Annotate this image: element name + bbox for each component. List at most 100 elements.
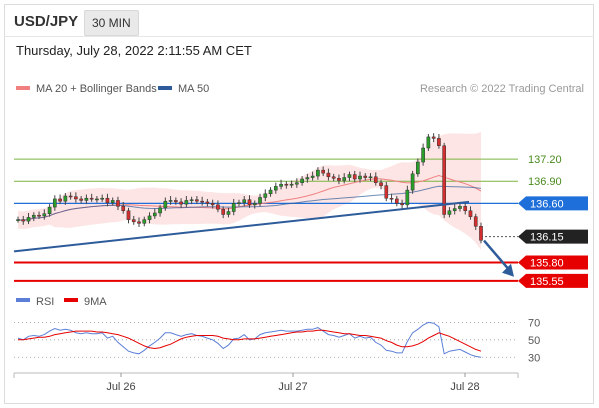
candle-53 — [295, 178, 299, 188]
candle-body-82 — [447, 210, 452, 215]
candle-46 — [258, 193, 262, 207]
candle-body-57 — [316, 169, 320, 177]
candle-body-79 — [431, 136, 436, 139]
candle-body-45 — [252, 203, 257, 206]
timeframe-button[interactable]: 30 MIN — [84, 10, 139, 36]
candle-84 — [458, 203, 462, 212]
resistance-label-0: 137.20 — [528, 154, 562, 166]
candle-body-77 — [421, 147, 425, 163]
x-axis: Jul 26 Jul 27 Jul 28 — [13, 373, 519, 393]
candle-body-18 — [110, 200, 115, 203]
candle-body-27 — [158, 207, 162, 214]
candle-40 — [226, 207, 231, 218]
candle-30 — [174, 197, 178, 205]
legend-swatch-ma20 — [16, 86, 30, 90]
price-tags: 137.20 136.90 136.60 136.15 135.80 135.55 — [518, 154, 588, 288]
last-price-label: 136.15 — [530, 232, 564, 244]
candle-57 — [316, 167, 320, 180]
candle-body-5 — [42, 213, 47, 217]
candle-17 — [105, 193, 110, 207]
header-divider — [4, 36, 594, 37]
candle-body-78 — [426, 136, 431, 149]
candle-86 — [468, 206, 473, 220]
candle-body-72 — [394, 198, 399, 204]
candle-body-20 — [121, 206, 126, 212]
candle-body-44 — [247, 199, 252, 206]
candle-54 — [300, 176, 304, 186]
candle-body-19 — [116, 200, 120, 207]
candle-body-9 — [63, 195, 68, 202]
candle-12 — [79, 196, 83, 204]
legend-swatch-ma50 — [158, 86, 172, 90]
candle-28 — [163, 197, 168, 211]
candle-21 — [126, 207, 131, 224]
candle-79 — [431, 133, 436, 143]
candle-25 — [147, 212, 152, 224]
candle-78 — [426, 133, 431, 151]
rsi-ma9-line — [18, 329, 482, 352]
candle-body-52 — [289, 183, 294, 186]
candle-body-55 — [305, 177, 310, 180]
candle-87 — [473, 213, 478, 230]
candle-body-43 — [242, 199, 247, 203]
candle-body-42 — [237, 202, 241, 204]
candle-body-73 — [400, 203, 404, 206]
candle-body-25 — [147, 215, 152, 220]
candle-24 — [142, 216, 147, 227]
candle-5 — [42, 209, 47, 220]
candle-66 — [363, 173, 368, 181]
candle-49 — [273, 182, 278, 194]
candle-body-37 — [210, 203, 215, 206]
candle-body-36 — [205, 201, 210, 204]
candle-body-32 — [184, 200, 189, 205]
forecast-arrow-shaft — [483, 239, 510, 271]
candle-73 — [400, 199, 404, 209]
candle-body-6 — [47, 206, 52, 214]
candle-63 — [347, 171, 352, 182]
candle-body-51 — [284, 183, 289, 186]
candle-0 — [16, 216, 20, 223]
candle-body-81 — [442, 145, 446, 215]
candle-70 — [384, 181, 389, 202]
candle-62 — [342, 173, 347, 184]
candle-42 — [237, 199, 241, 207]
candle-80 — [437, 133, 441, 149]
candle-body-14 — [89, 197, 94, 200]
candle-body-47 — [263, 193, 268, 198]
candle-body-2 — [26, 217, 31, 222]
candle-body-15 — [95, 198, 99, 201]
candle-35 — [200, 196, 204, 206]
legend-label-ma20: MA 20 + Bollinger Bands — [36, 83, 157, 95]
legend-label-9ma: 9MA — [84, 296, 107, 308]
candle-8 — [58, 194, 62, 205]
copyright-text: Research © 2022 Trading Central — [420, 83, 584, 95]
candle-body-39 — [221, 209, 226, 215]
candle-2 — [26, 212, 31, 225]
candle-19 — [116, 196, 120, 211]
candle-81 — [442, 142, 446, 219]
candle-59 — [326, 168, 331, 181]
candle-body-29 — [168, 200, 173, 202]
candle-27 — [158, 204, 162, 217]
candle-45 — [252, 200, 257, 209]
candle-22 — [131, 215, 136, 225]
candle-82 — [447, 207, 452, 218]
trendline-group — [13, 200, 514, 277]
rsi-line — [17, 321, 482, 358]
candle-61 — [337, 174, 341, 185]
candle-44 — [247, 195, 252, 208]
candle-body-33 — [189, 199, 194, 201]
candle-body-59 — [326, 172, 331, 178]
candle-body-7 — [53, 198, 57, 208]
candle-body-67 — [368, 176, 373, 179]
candle-body-22 — [131, 219, 136, 223]
candle-body-16 — [100, 197, 105, 200]
candle-77 — [421, 143, 425, 166]
candle-50 — [279, 179, 283, 190]
candle-65 — [358, 171, 362, 183]
candle-6 — [47, 204, 52, 217]
candle-83 — [452, 204, 457, 215]
candle-47 — [263, 189, 268, 202]
candle-56 — [310, 171, 315, 181]
candle-body-54 — [300, 178, 304, 183]
